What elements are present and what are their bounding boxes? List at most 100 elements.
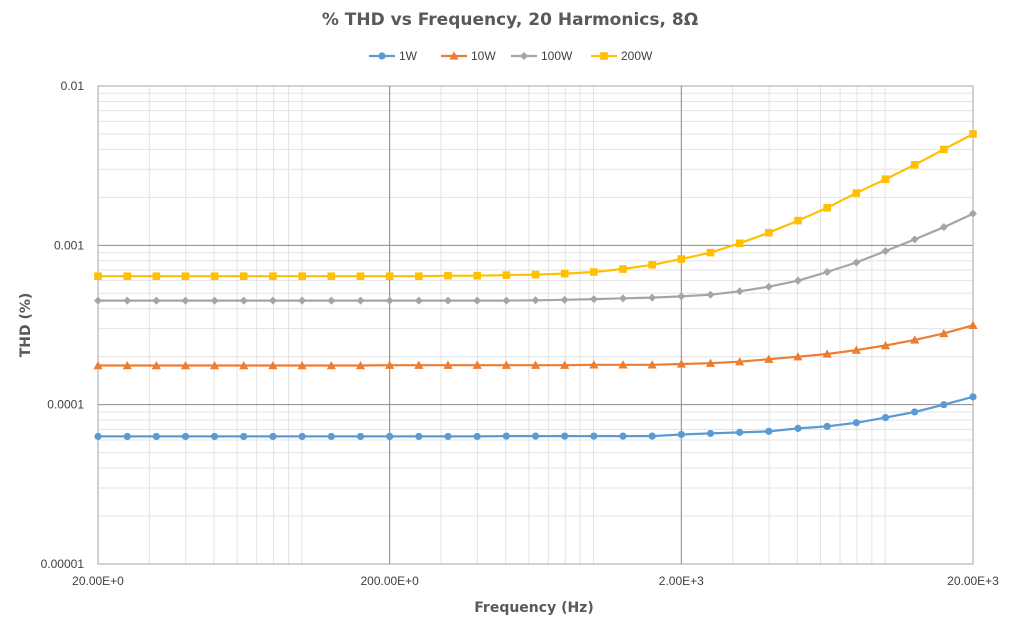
data-point bbox=[94, 432, 102, 441]
data-point bbox=[910, 161, 919, 169]
data-point bbox=[298, 296, 307, 305]
data-point bbox=[385, 360, 395, 369]
data-point bbox=[969, 130, 977, 138]
data-point bbox=[648, 293, 657, 302]
legend-label: 10W bbox=[471, 49, 496, 63]
data-point bbox=[706, 248, 715, 257]
series-layer bbox=[93, 130, 978, 441]
data-point bbox=[209, 360, 220, 370]
data-point bbox=[472, 360, 482, 369]
legend-item-10w: 10W bbox=[441, 49, 496, 63]
data-point bbox=[531, 432, 540, 440]
series-line bbox=[98, 395, 974, 438]
data-point bbox=[852, 258, 861, 267]
data-point bbox=[765, 427, 773, 435]
data-point bbox=[268, 296, 277, 305]
x-axis-title: Frequency (Hz) bbox=[474, 600, 593, 616]
series-1w bbox=[94, 393, 977, 441]
data-point bbox=[443, 360, 453, 369]
data-point bbox=[298, 432, 306, 441]
series-line bbox=[98, 324, 974, 367]
data-point bbox=[823, 204, 831, 212]
data-point bbox=[706, 429, 715, 438]
data-point bbox=[239, 360, 249, 370]
data-point bbox=[444, 432, 452, 441]
data-point bbox=[677, 430, 685, 439]
data-point bbox=[181, 432, 190, 441]
data-point bbox=[181, 272, 190, 281]
legend-item-100w: 100W bbox=[511, 49, 573, 63]
data-point bbox=[269, 272, 277, 281]
data-point bbox=[473, 432, 481, 441]
data-point bbox=[619, 432, 627, 440]
data-point bbox=[531, 296, 540, 305]
data-point bbox=[880, 340, 891, 350]
data-point bbox=[764, 282, 773, 291]
data-point bbox=[590, 268, 598, 276]
data-point bbox=[502, 432, 510, 440]
data-point bbox=[560, 295, 569, 304]
x-tick-label: 2.00E+3 bbox=[659, 574, 704, 588]
data-point bbox=[94, 296, 102, 305]
data-point bbox=[677, 255, 686, 263]
data-point bbox=[910, 335, 920, 344]
data-point bbox=[385, 296, 394, 305]
legend-item-1w: 1W bbox=[369, 49, 418, 63]
y-tick-label: 0.01 bbox=[61, 79, 85, 93]
data-point bbox=[210, 296, 219, 305]
data-point bbox=[297, 360, 307, 370]
plot-area bbox=[97, 85, 974, 565]
grid bbox=[97, 85, 974, 565]
data-point bbox=[415, 432, 423, 441]
data-point bbox=[881, 247, 890, 256]
series-line bbox=[98, 212, 974, 302]
data-point bbox=[823, 268, 832, 277]
data-point bbox=[531, 270, 540, 279]
series-200w bbox=[94, 130, 977, 281]
data-point bbox=[647, 360, 657, 369]
data-point bbox=[152, 272, 161, 281]
data-point bbox=[444, 271, 452, 280]
data-point bbox=[735, 239, 744, 248]
data-point bbox=[852, 189, 861, 197]
legend-item-200w: 200W bbox=[591, 49, 653, 63]
data-point bbox=[240, 432, 248, 441]
data-point bbox=[705, 358, 716, 367]
data-point bbox=[735, 287, 744, 296]
legend: 1W 10W 100W 200W bbox=[369, 49, 653, 63]
data-point bbox=[939, 328, 949, 338]
data-point bbox=[502, 296, 511, 305]
data-point bbox=[123, 272, 132, 281]
series-10w bbox=[93, 320, 978, 370]
series-100w bbox=[94, 209, 977, 305]
data-point bbox=[793, 352, 803, 361]
data-point bbox=[239, 296, 248, 305]
data-point bbox=[881, 175, 890, 184]
data-point bbox=[123, 296, 132, 305]
data-point bbox=[356, 432, 365, 441]
data-point bbox=[969, 393, 977, 401]
legend-marker bbox=[378, 52, 386, 60]
data-point bbox=[327, 296, 336, 305]
y-tick-label: 0.0001 bbox=[47, 398, 84, 412]
legend-marker bbox=[600, 52, 608, 60]
data-point bbox=[386, 432, 394, 441]
chart-title: % THD vs Frequency, 20 Harmonics, 8Ω bbox=[322, 10, 698, 30]
data-point bbox=[415, 272, 423, 281]
data-point bbox=[356, 296, 365, 305]
data-point bbox=[355, 360, 366, 370]
data-point bbox=[794, 216, 802, 225]
data-point bbox=[794, 424, 802, 432]
data-point bbox=[210, 272, 219, 281]
y-tick-label: 0.001 bbox=[54, 238, 84, 252]
data-point bbox=[852, 419, 860, 427]
data-point bbox=[910, 235, 919, 244]
data-point bbox=[269, 432, 277, 441]
x-tick-label: 20.00E+0 bbox=[72, 574, 124, 588]
data-point bbox=[298, 272, 306, 281]
data-point bbox=[560, 269, 569, 278]
x-tick-label: 20.00E+3 bbox=[947, 574, 999, 588]
data-point bbox=[736, 428, 744, 436]
data-point bbox=[677, 292, 686, 301]
